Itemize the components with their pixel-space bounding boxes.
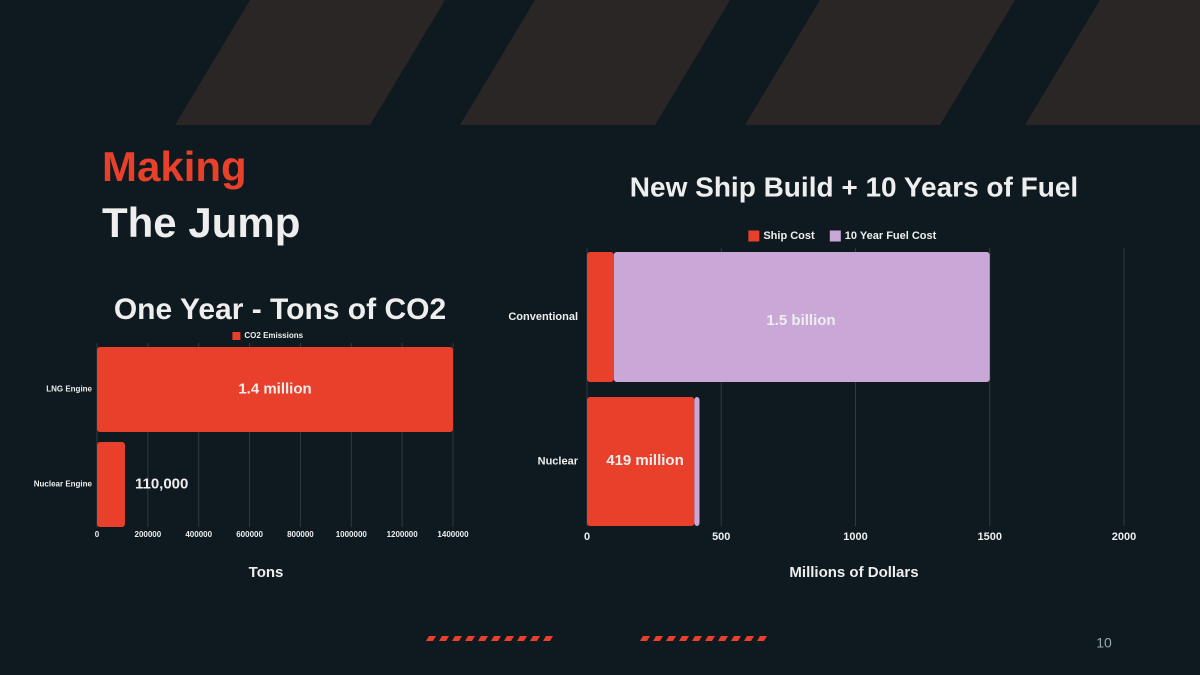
bar [613,252,990,382]
dash [718,636,728,641]
legend-label: Ship Cost [763,230,815,242]
dash [640,636,650,641]
bar [587,397,695,526]
x-tick-label: 800000 [287,530,314,539]
x-tick-label: 0 [584,531,590,543]
dash [439,636,449,641]
slide-title: The Jump [102,199,300,246]
header-stripes [175,0,1200,125]
x-axis-label: Millions of Dollars [789,564,918,581]
legend-label: 10 Year Fuel Cost [845,230,937,242]
y-tick-label: Nuclear Engine [34,480,93,489]
dash [705,636,715,641]
dash [452,636,462,641]
y-tick-label: Nuclear [538,455,579,467]
dash [744,636,754,641]
x-tick-label: 500 [712,531,730,543]
annotation: 1.5 billion [766,312,835,329]
bar [587,252,614,382]
data-label: 110,000 [135,475,188,492]
x-tick-label: 1000000 [336,530,368,539]
x-tick-label: 1400000 [437,530,469,539]
dash [530,636,540,641]
dash [491,636,501,641]
data-label: 1.4 million [238,380,311,397]
x-axis-label: Tons [249,564,284,581]
x-tick-label: 200000 [135,530,162,539]
dash [543,636,553,641]
page-number: 10 [1096,635,1112,651]
dash [692,636,702,641]
chart-title: One Year - Tons of CO2 [114,293,446,326]
bar [97,347,453,432]
bar [694,397,700,526]
y-tick-label: Conventional [508,311,578,323]
dash [517,636,527,641]
dash [426,636,436,641]
slide-title: Making [102,143,247,190]
x-tick-label: 1000 [843,531,867,543]
legend-label: CO2 Emissions [244,331,303,340]
x-tick-label: 1500 [978,531,1002,543]
dash [504,636,514,641]
dash [465,636,475,641]
x-tick-label: 2000 [1112,531,1136,543]
legend-swatch [829,230,841,242]
dash [731,636,741,641]
chart-title: New Ship Build + 10 Years of Fuel [630,171,1078,202]
dash [478,636,488,641]
legend-swatch [232,332,241,340]
x-tick-label: 1200000 [387,530,419,539]
dash [653,636,663,641]
dash [666,636,676,641]
dash [679,636,689,641]
decor-dashes [426,636,767,641]
annotation: 419 million [606,452,684,469]
bar [97,442,125,527]
y-tick-label: LNG Engine [46,385,92,394]
x-tick-label: 0 [95,530,100,539]
legend-swatch [748,230,760,242]
dash [757,636,767,641]
x-tick-label: 600000 [236,530,263,539]
x-tick-label: 400000 [185,530,212,539]
